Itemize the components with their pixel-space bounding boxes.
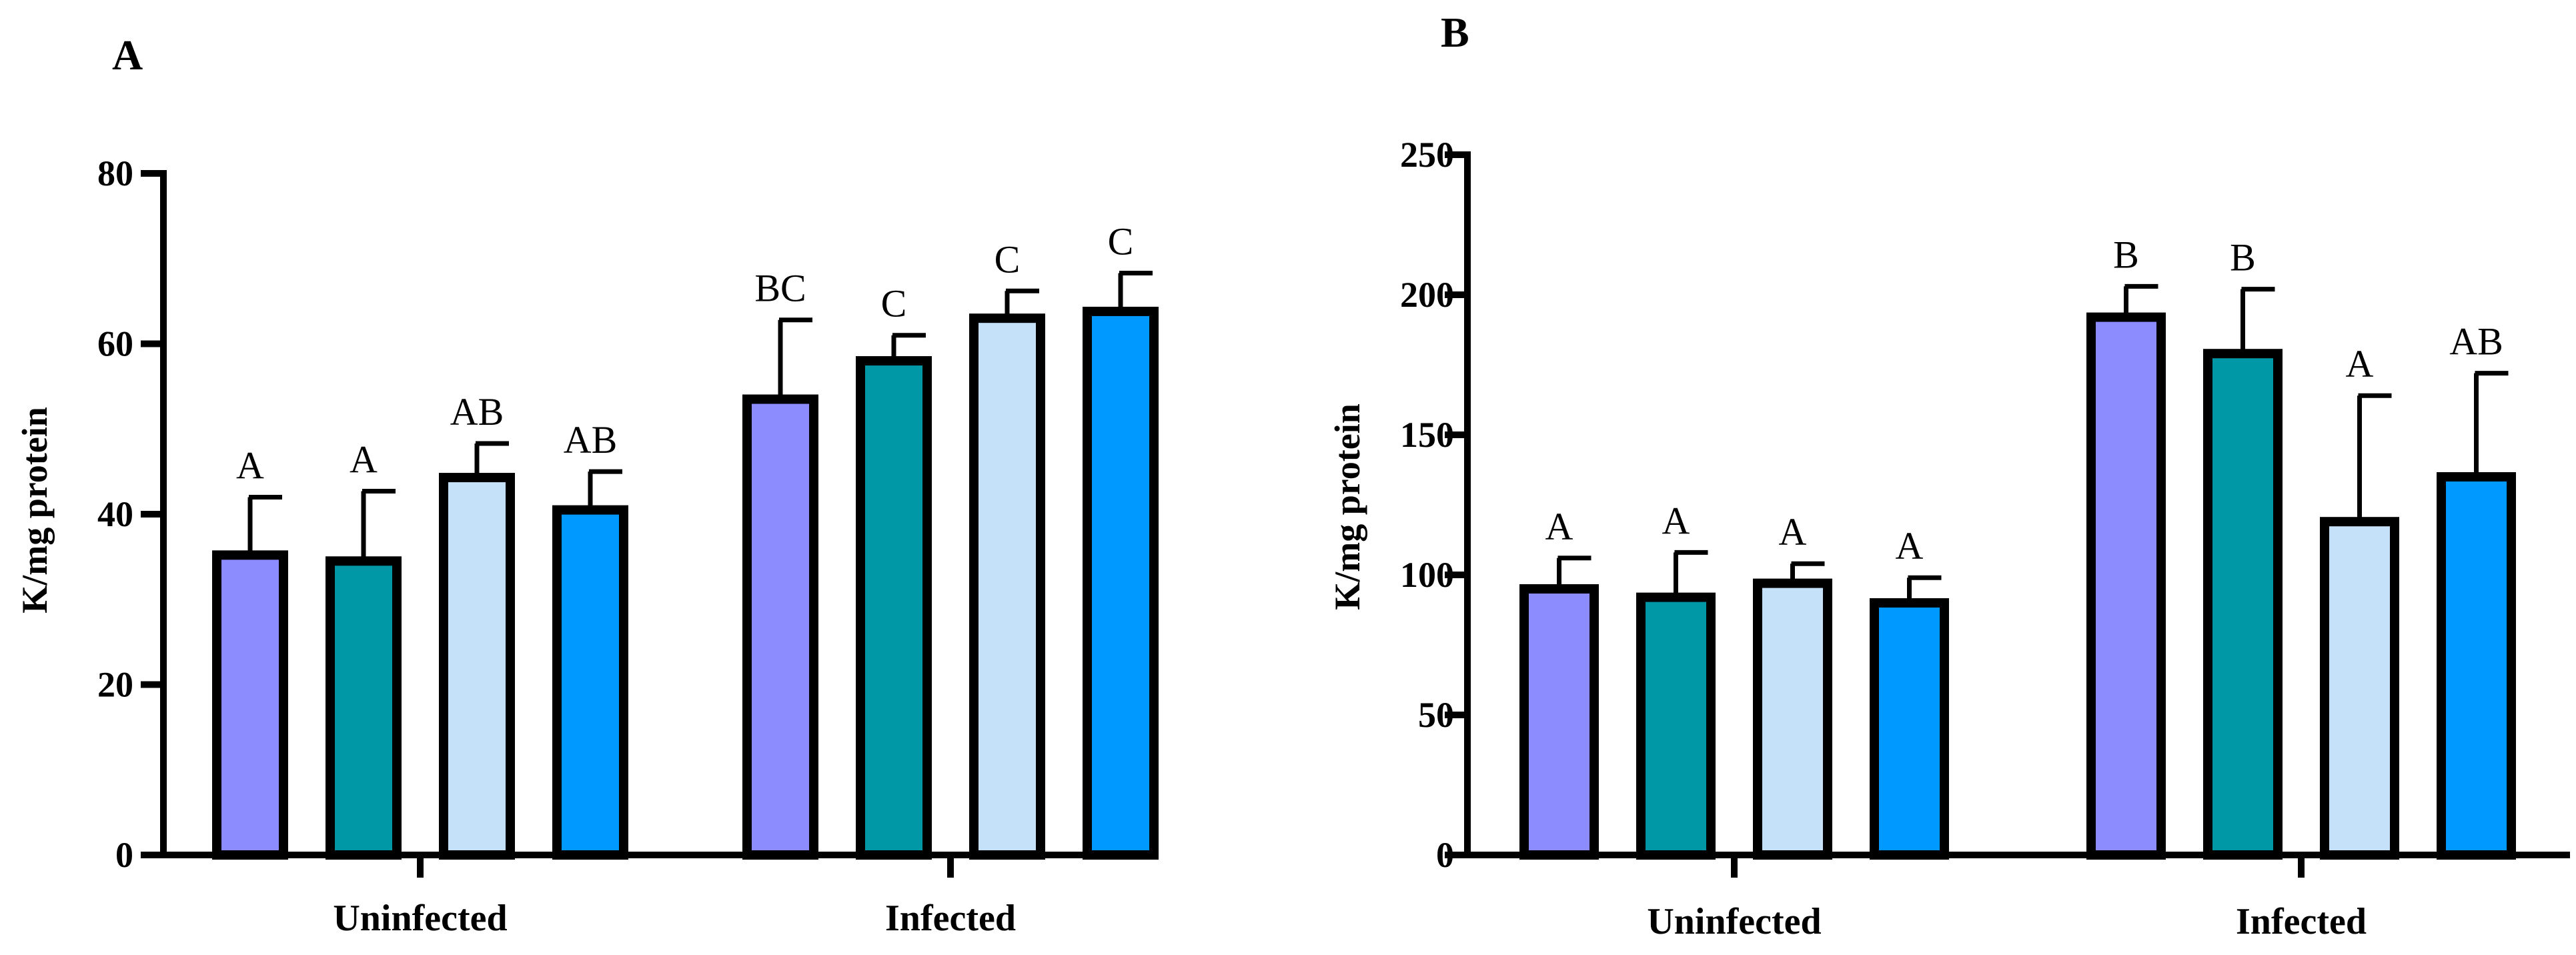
significance-label: BC	[754, 267, 806, 310]
significance-label: AB	[564, 418, 618, 461]
bar	[439, 473, 515, 860]
x-category-label: Infected	[885, 898, 1016, 939]
y-tick-label: 150	[1400, 415, 1454, 455]
y-tick-label: 0	[115, 835, 133, 875]
bar	[1083, 306, 1159, 860]
y-tick-label: 40	[97, 494, 133, 534]
x-category-label: Uninfected	[1647, 901, 1821, 942]
y-tick-label: 60	[97, 324, 133, 364]
bar	[2203, 349, 2283, 860]
panel-b: B K/mg protein 0 50 100 150 200 250 A A A A Uninfe…	[1327, 9, 2570, 942]
y-tick-label: 50	[1418, 695, 1454, 735]
bar	[1870, 598, 1949, 860]
panel-a: A K/mg protein 0 20 40 60 80 A A AB AB Uninfected…	[15, 31, 1159, 939]
significance-label: A	[2346, 342, 2374, 385]
y-axis-title-a: K/mg protein	[15, 407, 55, 614]
significance-label: A	[1545, 505, 1573, 548]
bar	[1636, 592, 1716, 860]
bar	[1753, 578, 1832, 860]
significance-label: B	[2113, 233, 2139, 276]
bar	[2320, 517, 2399, 860]
significance-label: C	[995, 237, 1021, 281]
significance-label: A	[236, 443, 264, 487]
significance-label: A	[350, 438, 378, 482]
bar	[2086, 312, 2166, 860]
y-tick-label: 20	[97, 665, 133, 705]
bar	[1519, 584, 1599, 860]
panel-letter-b: B	[1441, 9, 1469, 56]
bar	[326, 556, 402, 860]
bar	[742, 394, 818, 860]
y-tick-label: 250	[1400, 135, 1454, 175]
significance-label: B	[2230, 236, 2256, 279]
significance-label: A	[1779, 510, 1807, 554]
significance-label: A	[1896, 524, 1924, 568]
significance-label: C	[881, 282, 907, 325]
bar	[212, 550, 288, 860]
bar	[552, 505, 628, 860]
panel-letter-a: A	[112, 31, 143, 79]
y-axis-title-b: K/mg protein	[1327, 403, 1367, 610]
y-tick-label: 0	[1436, 835, 1454, 875]
significance-label: AB	[450, 390, 504, 433]
x-category-label: Uninfected	[333, 898, 507, 939]
y-tick-label: 80	[97, 153, 133, 193]
bar	[2437, 472, 2516, 860]
significance-label: A	[1662, 499, 1690, 542]
y-tick-label: 100	[1400, 555, 1454, 595]
significance-label: C	[1108, 219, 1134, 263]
y-tick-label: 200	[1400, 275, 1454, 315]
x-category-label: Infected	[2236, 901, 2367, 942]
significance-label: AB	[2449, 320, 2503, 363]
bar	[856, 356, 932, 860]
bar	[969, 313, 1045, 860]
